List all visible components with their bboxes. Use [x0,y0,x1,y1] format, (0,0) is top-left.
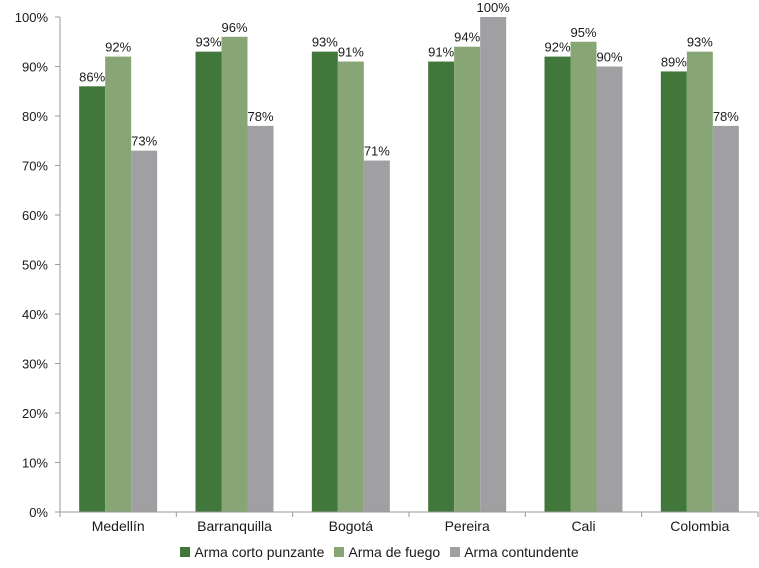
data-label: 71% [364,144,390,159]
data-label: 93% [195,35,221,50]
x-category-label: Pereira [445,518,490,534]
data-label: 92% [105,40,131,55]
data-label: 100% [477,0,511,15]
y-tick-label: 90% [22,60,48,75]
legend-swatch [180,547,191,557]
bar [660,71,687,512]
data-label: 95% [570,25,596,40]
y-tick-label: 10% [22,456,48,471]
y-tick-label: 50% [22,258,48,273]
legend-swatch [450,547,461,557]
data-label: 92% [544,40,570,55]
bar [195,51,222,513]
bar [363,160,390,513]
y-tick-label: 20% [22,406,48,421]
x-category-label: Medellín [92,518,145,534]
bar [337,61,364,513]
bar [428,61,455,513]
y-tick-label: 60% [22,208,48,223]
legend-label: Arma corto punzante [194,544,325,560]
legend-item: Arma contundente [450,544,579,560]
bar [105,56,132,512]
bar [79,86,106,513]
legend-swatch [334,547,345,557]
data-label: 91% [338,45,364,60]
bar [596,66,623,512]
data-label: 91% [428,45,454,60]
y-tick-label: 80% [22,109,48,124]
x-category-label: Colombia [670,518,729,534]
data-label: 73% [131,134,157,149]
legend-item: Arma corto punzante [180,544,324,560]
x-category-label: Barranquilla [197,518,272,534]
bar [686,51,713,513]
bar [131,150,158,512]
data-label: 93% [687,35,713,50]
bar [221,36,248,513]
y-tick-label: 30% [22,357,48,372]
legend-label: Arma de fuego [348,544,441,560]
y-tick-label: 100% [15,10,49,25]
legend: Arma corto punzante Arma de fuego Arma con… [0,541,759,563]
y-tick-label: 70% [22,159,48,174]
x-category-label: Bogotá [329,518,374,534]
bar [570,41,597,512]
bar [544,56,571,512]
data-label: 90% [596,50,622,65]
data-label: 78% [713,109,739,124]
bar [454,46,481,512]
legend-label: Arma contundente [464,544,579,560]
bar [480,17,507,512]
data-label: 86% [79,69,105,84]
y-axis: 0% 10% 20% 30% 40% 50% 60% 70% 80% 90% 100% [15,10,61,520]
bar [247,125,274,513]
y-tick-label: 0% [29,505,48,520]
bar [311,51,338,513]
x-axis: Medellín Barranquilla Bogotá Pereira Cali Col… [59,511,759,534]
y-tick-label: 40% [22,307,48,322]
data-label: 94% [454,30,480,45]
legend-item: Arma de fuego [334,544,440,560]
data-label: 89% [661,54,687,69]
data-label: 93% [312,35,338,50]
data-label: 96% [221,20,247,35]
x-category-label: Cali [571,518,595,534]
bars: 86%92%73%93%96%78%93%91%71%91%94%100%92%… [79,0,739,513]
data-label: 78% [247,109,273,124]
bar [712,125,739,513]
